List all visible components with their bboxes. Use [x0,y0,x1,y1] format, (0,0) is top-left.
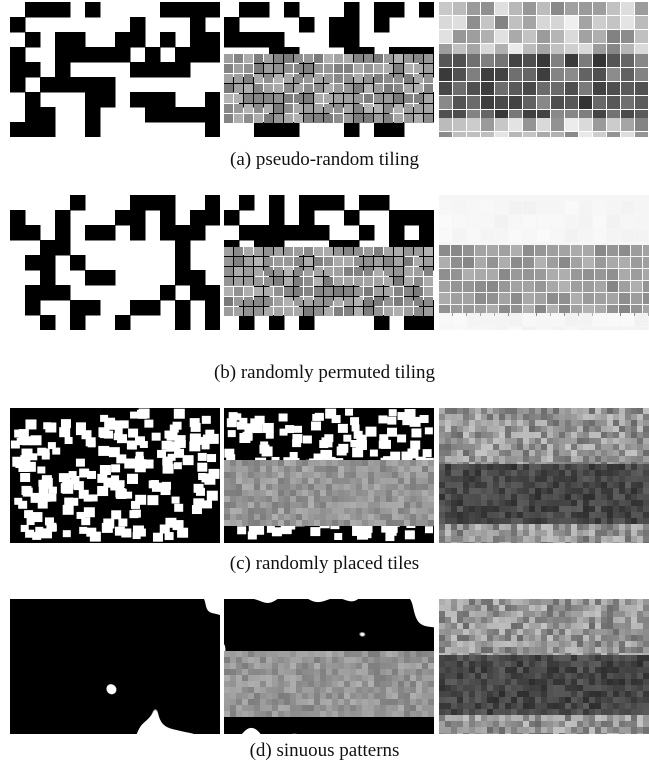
reconstruction-panel-d [439,599,649,734]
reconstruction-panel-b [439,195,649,330]
binary-pattern-panel-a [10,2,220,137]
binary-pattern-panel-c [10,408,220,543]
composite-pattern-panel-a [224,2,434,137]
composite-pattern-panel-d [224,599,434,734]
binary-pattern-panel-b [10,195,220,330]
caption-d: (d) sinuous patterns [249,740,400,761]
binary-pattern-panel-d [10,599,220,734]
composite-pattern-panel-c [224,408,434,543]
caption-b: (b) randomly permuted tiling [213,362,436,383]
caption-a: (a) pseudo-random tiling [230,149,419,170]
composite-pattern-panel-b [224,195,434,330]
caption-c: (c) randomly placed tiles [229,553,420,574]
reconstruction-panel-a [439,2,649,137]
reconstruction-panel-c [439,408,649,543]
